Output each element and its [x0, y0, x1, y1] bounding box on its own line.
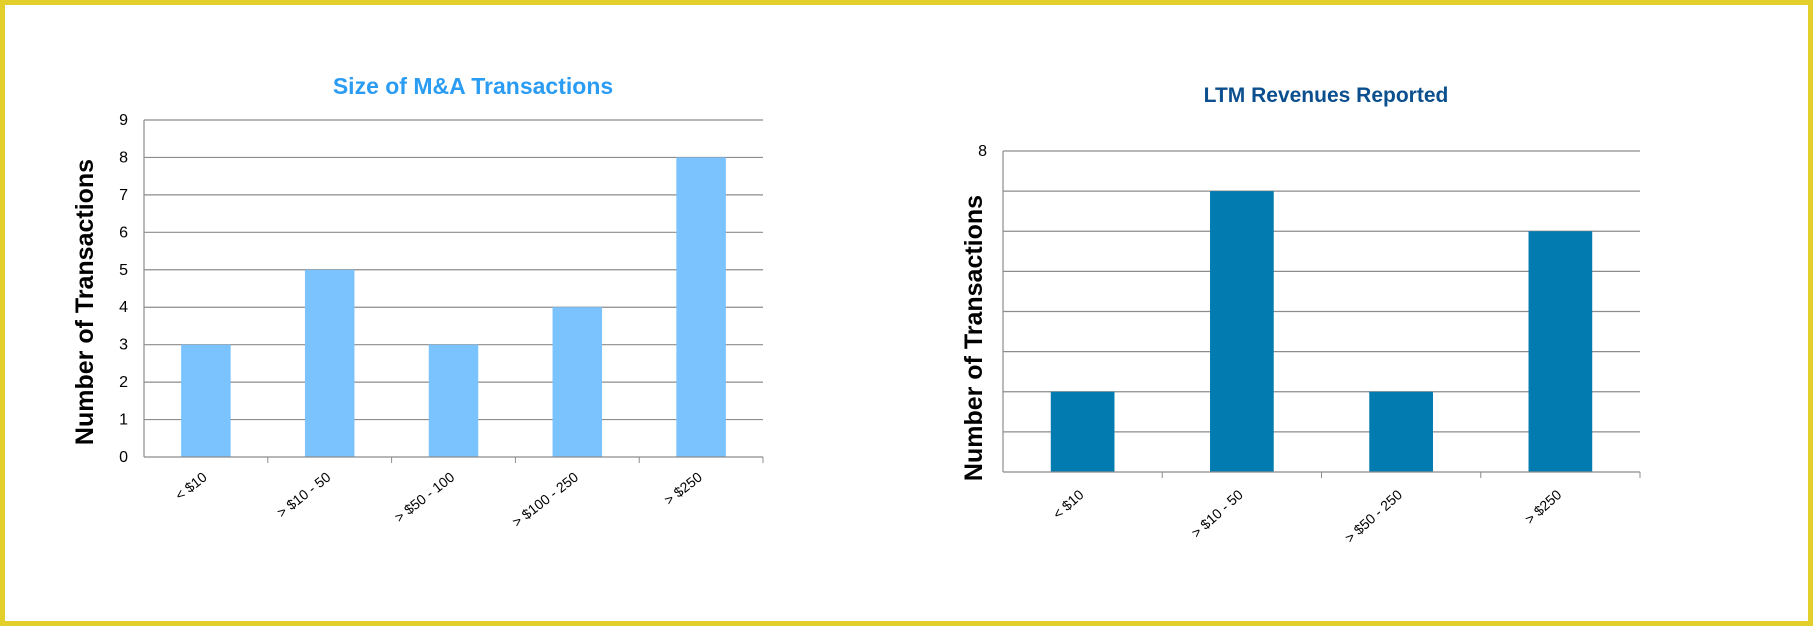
x-category-label: > $50 - 250: [1341, 486, 1405, 546]
y-tick-label: 9: [119, 112, 128, 129]
bar: [1210, 191, 1274, 472]
bar: [1050, 391, 1115, 472]
y-tick-labels: 0 1 2 3 4 5 6 7 8 9: [119, 112, 128, 466]
y-tick-label: 7: [119, 187, 128, 204]
y-tick-label: 2: [119, 374, 128, 391]
y-tick-label: 8: [119, 149, 128, 166]
bar: [676, 157, 726, 457]
bar: [304, 269, 355, 457]
bars: [1050, 191, 1593, 472]
y-axis-label: Number of Transactions: [960, 195, 988, 481]
y-tick-label: 8: [978, 143, 987, 160]
x-category-labels: < $10 > $10 - 50 > $50 - 250 > $250: [1050, 486, 1565, 546]
bar: [181, 344, 231, 457]
axes: [143, 120, 764, 463]
x-category-label: > $250: [1522, 486, 1565, 527]
y-tick-label: 3: [119, 337, 128, 354]
y-tick-label: 6: [119, 224, 128, 241]
bars: [181, 157, 726, 457]
bar: [1528, 231, 1593, 472]
y-tick-label: 0: [119, 449, 128, 466]
axes: [1002, 151, 1641, 478]
y-tick-labels: 8: [978, 143, 987, 160]
x-category-label: > $10 - 50: [1188, 486, 1246, 540]
y-tick-label: 5: [119, 262, 128, 279]
y-axis-label: Number of Transactions: [71, 159, 99, 445]
x-category-label: < $10: [1050, 486, 1087, 522]
bar: [552, 307, 603, 457]
y-tick-label: 4: [119, 299, 128, 316]
bar: [428, 344, 479, 457]
chart-title: Size of M&A Transactions: [333, 73, 613, 99]
y-tick-label: 1: [119, 412, 128, 429]
chart-title: LTM Revenues Reported: [1204, 84, 1449, 107]
bar: [1369, 391, 1433, 472]
